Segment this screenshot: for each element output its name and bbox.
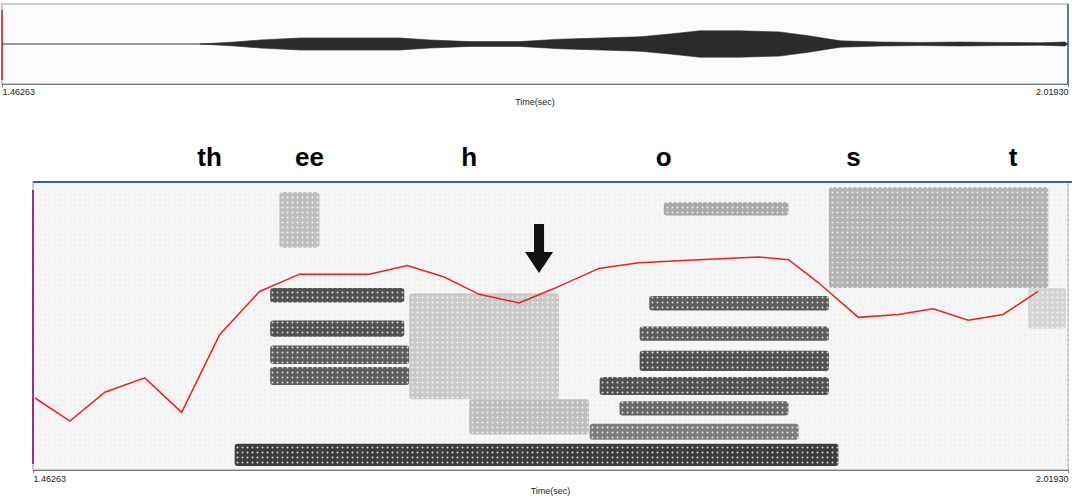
waveform [200,31,1067,57]
tick: 2.01930 [1036,84,1069,97]
frame-edge [33,181,1072,183]
segment-label: s [846,142,860,172]
figure: 1.46263 2.01930 Time(sec) 1.46263 2.01930 Tim… [0,0,1074,502]
marks [2,31,1068,57]
tick-label: 2.01930 [1036,87,1069,97]
x-axis-title: Time(sec) [531,486,571,496]
x-axis: 1.46263 2.01930 [34,470,1069,484]
tick-mark [1068,470,1069,473]
tick: 1.46263 [3,84,36,97]
texture [33,182,1068,470]
x-axis: 1.46263 2.01930 [3,84,1069,97]
tick: 2.01930 [1036,470,1069,484]
cursor [32,190,34,464]
segment-label: th [197,142,222,172]
tick-label: 2.01930 [1036,474,1069,484]
segment-labels: th ee h o s t [197,142,1018,172]
axis-line [34,471,1069,474]
segment-label: o [656,142,672,172]
tick-label: 1.46263 [34,474,67,484]
spectrogram-panel: 1.46263 2.01930 Time(sec) [33,182,1072,496]
tick: 1.46263 [34,470,67,484]
tick-label: 1.46263 [3,87,36,97]
segment-label: t [1009,142,1018,172]
cursor [1,10,3,80]
axis-line [3,85,1069,88]
plot-frame [2,4,1068,84]
marks [33,182,1068,470]
waveform-panel: 1.46263 2.01930 Time(sec) [2,4,1069,107]
pitch-line [35,257,1038,421]
segment-label: ee [295,142,324,172]
frame-edge [1067,4,1069,84]
arrow [525,224,553,273]
tick-mark [33,470,34,473]
plot-frame [33,182,1068,470]
segment-label: h [461,142,477,172]
x-axis-title: Time(sec) [515,97,555,107]
